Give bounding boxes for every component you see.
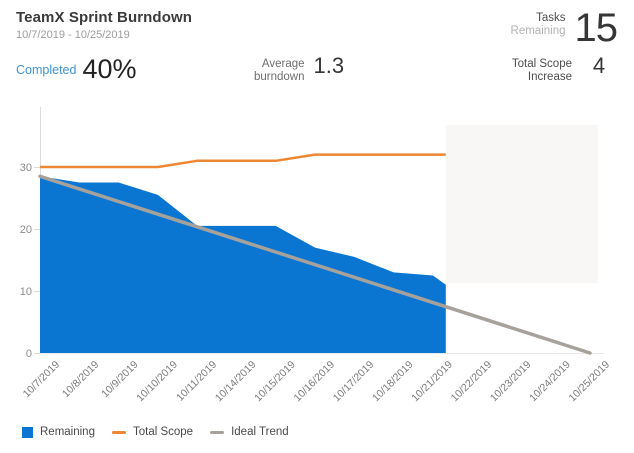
x-axis-label: 10/25/2019 bbox=[566, 359, 612, 405]
y-tick-label: 10 bbox=[20, 286, 32, 298]
legend-label-remaining: Remaining bbox=[40, 426, 95, 438]
x-axis-label: 10/18/2019 bbox=[370, 359, 416, 405]
x-axis-label: 10/15/2019 bbox=[252, 359, 298, 405]
stat-average-burndown-label-1: Average bbox=[261, 58, 305, 70]
legend-label-ideal-trend: Ideal Trend bbox=[231, 426, 289, 438]
stat-completed: Completed 40% bbox=[16, 54, 137, 84]
stat-tasks-remaining-label-2: Remaining bbox=[510, 25, 566, 37]
stat-tasks-remaining-label-1: Tasks bbox=[536, 12, 566, 24]
stat-average-burndown: Average burndown 1.3 bbox=[254, 53, 344, 84]
ideal-trend-swatch-icon bbox=[210, 430, 225, 434]
x-axis-label: 10/23/2019 bbox=[488, 359, 534, 405]
widget-date-range: 10/7/2019 - 10/25/2019 bbox=[16, 29, 130, 41]
x-axis-label: 10/16/2019 bbox=[291, 359, 337, 405]
stat-total-scope-increase: Total Scope Increase 4 bbox=[512, 53, 617, 84]
stat-tasks-remaining-value: 15 bbox=[574, 6, 618, 50]
y-tick-label: 20 bbox=[20, 224, 32, 236]
stat-tasks-remaining: Tasks Remaining 15 bbox=[510, 6, 618, 50]
x-axis-label: 10/14/2019 bbox=[213, 359, 259, 405]
stat-total-scope-increase-label-2: Increase bbox=[527, 71, 572, 83]
stat-total-scope-increase-value: 4 bbox=[592, 53, 606, 78]
legend-item-total-scope: Total Scope bbox=[111, 426, 194, 438]
stat-average-burndown-value: 1.3 bbox=[313, 53, 345, 78]
stat-total-scope-increase-label-1: Total Scope bbox=[511, 58, 572, 70]
legend-item-ideal-trend: Ideal Trend bbox=[210, 426, 289, 438]
x-axis-label: 10/21/2019 bbox=[409, 359, 455, 405]
x-axis-label: 10/22/2019 bbox=[449, 359, 495, 405]
x-axis-label: 10/9/2019 bbox=[99, 359, 141, 401]
ideal-trend-line bbox=[38, 174, 592, 355]
stat-average-burndown-label-2: burndown bbox=[254, 71, 305, 83]
x-axis-label: 10/24/2019 bbox=[527, 359, 573, 405]
future-days-region bbox=[445, 125, 598, 283]
x-axis-label: 10/8/2019 bbox=[60, 359, 102, 401]
legend-label-total-scope: Total Scope bbox=[132, 426, 194, 438]
stat-completed-label: Completed bbox=[16, 63, 77, 77]
x-axis-label: 10/11/2019 bbox=[174, 359, 219, 404]
y-tick-label: 0 bbox=[26, 348, 32, 360]
burndown-chart: 0 10 20 30 10/7/2019 10/8/2019 10/9/2019 10/10/… bbox=[0, 100, 634, 420]
x-axis-label: 10/10/2019 bbox=[134, 359, 180, 405]
legend-item-remaining: Remaining bbox=[22, 426, 95, 438]
total-scope-swatch-icon bbox=[111, 430, 126, 434]
remaining-swatch-icon bbox=[22, 426, 33, 438]
stat-completed-value: 40% bbox=[82, 54, 137, 84]
x-axis-label: 10/17/2019 bbox=[331, 359, 377, 405]
total-scope-line bbox=[40, 153, 446, 169]
x-axis-label: 10/7/2019 bbox=[21, 359, 63, 401]
y-tick-label: 30 bbox=[20, 162, 32, 174]
chart-legend: Remaining Total Scope Ideal Trend bbox=[22, 426, 306, 438]
burndown-chart-svg: 0 10 20 30 10/7/201910/8/201910/9/201910/10/… bbox=[20, 107, 612, 405]
remaining-area bbox=[40, 176, 446, 353]
widget-title: TeamX Sprint Burndown bbox=[16, 9, 192, 26]
